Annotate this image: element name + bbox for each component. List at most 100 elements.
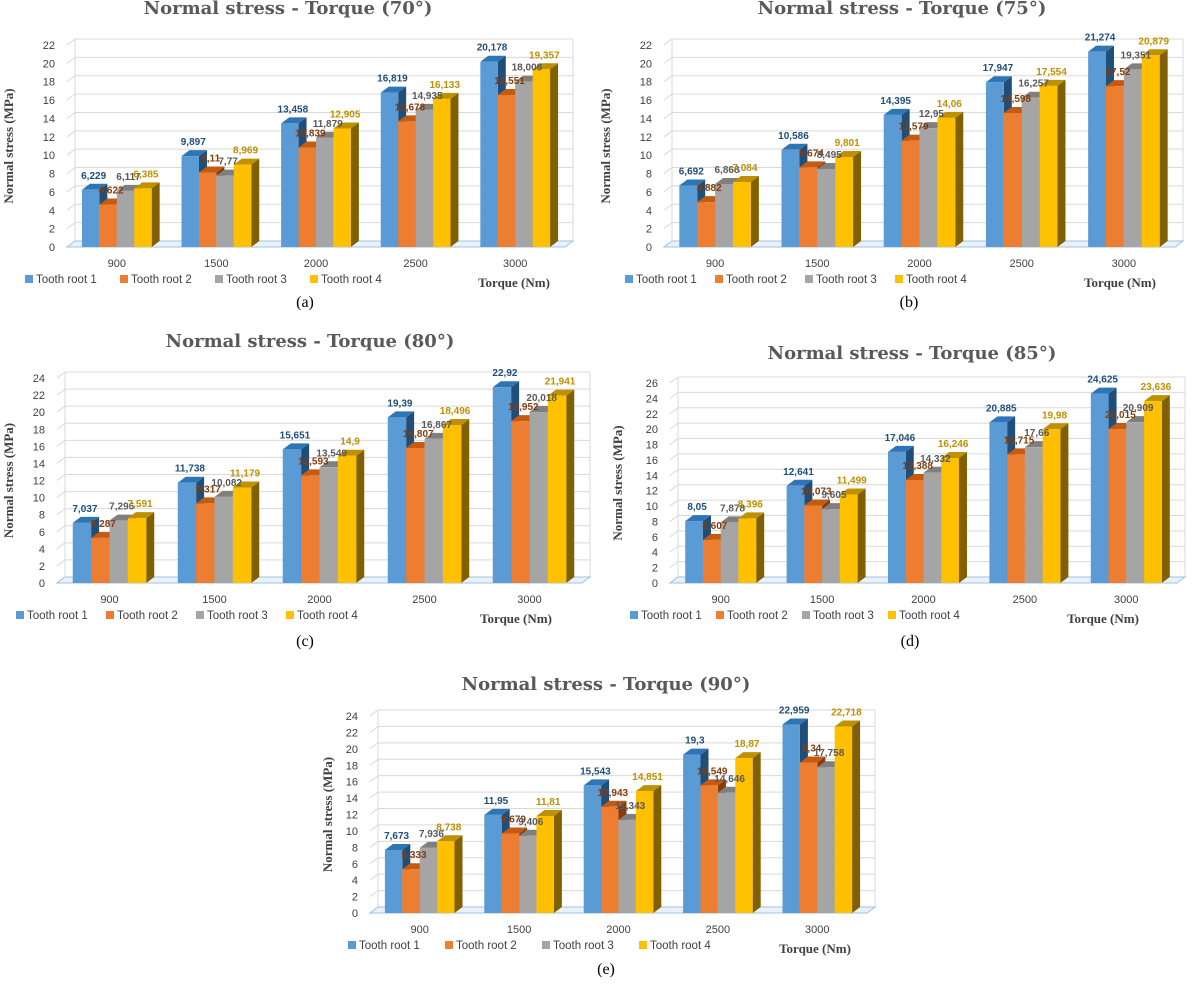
y-tick-label: 12 [43, 132, 55, 144]
x-tick-label: 1500 [204, 258, 228, 270]
data-label: 14,646 [714, 774, 745, 785]
x-axis-label: Torque (Nm) [1084, 275, 1156, 290]
y-tick-label: 8 [646, 169, 652, 181]
legend-label: Tooth root 3 [816, 274, 877, 286]
bar-side [1159, 49, 1168, 248]
legend-label: Tooth root 2 [726, 274, 787, 286]
x-tick-label: 900 [712, 594, 730, 606]
data-label: 17,554 [1036, 67, 1067, 78]
bar [635, 791, 654, 913]
bar [511, 421, 530, 583]
bar-top [198, 166, 225, 173]
bar [1123, 69, 1142, 248]
bar [685, 521, 703, 583]
data-label: 15,807 [403, 429, 434, 440]
bar-top [635, 785, 662, 792]
y-tick-label: 8 [39, 510, 45, 522]
bar [177, 482, 197, 583]
y-tick-label: 16 [33, 441, 45, 453]
data-label: 11,179 [230, 469, 260, 480]
data-label: 7,084 [732, 163, 757, 174]
bar-top [181, 150, 207, 157]
data-label: 7,591 [128, 499, 153, 510]
bar-top [583, 779, 610, 786]
bar [198, 172, 217, 247]
data-label: 11,738 [175, 464, 205, 475]
gridline-side [669, 438, 679, 445]
bar-top [281, 117, 307, 124]
x-axis-label: Torque (Nm) [478, 275, 550, 290]
data-label: 7,673 [384, 831, 409, 842]
bar-top [233, 158, 260, 165]
bar [834, 726, 853, 913]
bar [697, 202, 716, 247]
y-tick-label: 6 [49, 187, 55, 199]
bar-top [433, 92, 459, 99]
data-label: 18,87 [734, 739, 759, 750]
legend-label: Tooth root 3 [813, 610, 874, 622]
x-tick-label: 1500 [507, 924, 531, 936]
gridline-side [369, 758, 379, 766]
data-label: 7,878 [720, 503, 745, 514]
bar-top [1039, 79, 1066, 86]
legend-swatch [888, 611, 896, 619]
data-label: 8,738 [436, 822, 461, 833]
data-label: 10,839 [295, 128, 326, 139]
data-label: 15,549 [697, 766, 728, 777]
legend-label: Tooth root 4 [297, 610, 358, 622]
bar-side [852, 720, 861, 913]
x-tick-label: 1500 [805, 258, 829, 270]
y-tick-label: 0 [646, 242, 652, 254]
bar [316, 137, 334, 247]
bar [233, 164, 252, 247]
gridline-side [56, 559, 66, 567]
bar [519, 835, 537, 913]
bar-top [834, 720, 861, 727]
data-label: 16,257 [1018, 79, 1049, 90]
data-label: 8,495 [817, 150, 842, 161]
bar [134, 188, 152, 247]
bar [720, 522, 739, 583]
bar-top [177, 476, 205, 483]
y-tick-label: 2 [652, 563, 658, 575]
bar-top [282, 443, 310, 450]
y-tick-label: 10 [43, 150, 55, 162]
bar [281, 123, 299, 247]
bar-side [146, 512, 155, 583]
bar [799, 762, 818, 913]
bar [781, 149, 800, 247]
y-tick-label: 22 [646, 409, 658, 421]
bar [398, 121, 416, 247]
gridline-side [369, 808, 379, 815]
y-tick-label: 6 [646, 187, 652, 199]
data-label: 16,819 [377, 74, 408, 85]
legend-swatch [215, 275, 223, 283]
gridline-side [663, 148, 673, 156]
gridline-side [56, 525, 66, 533]
y-tick-label: 10 [646, 501, 658, 513]
data-label: 14,395 [880, 96, 911, 107]
bar-top [985, 76, 1012, 83]
data-label: 14,598 [1000, 94, 1031, 105]
bar [700, 785, 718, 913]
bar-top [835, 151, 862, 158]
bar [402, 869, 420, 913]
data-label: 19,357 [529, 50, 560, 61]
bar-side [958, 452, 967, 583]
x-tick-label: 1500 [202, 594, 226, 606]
data-label: 18,008 [512, 63, 543, 74]
bar-top [786, 479, 813, 486]
data-label: 12,593 [298, 456, 329, 467]
x-axis-label: Torque (Nm) [480, 611, 552, 626]
bar [216, 175, 234, 247]
x-tick-label: 2500 [1013, 594, 1037, 606]
data-label: 9,605 [821, 490, 846, 501]
bar [99, 204, 117, 247]
y-tick-label: 16 [346, 777, 358, 789]
y-tick-label: 12 [346, 810, 358, 822]
data-label: 16,246 [938, 439, 969, 450]
x-tick-label: 2500 [403, 258, 427, 270]
y-tick-label: 18 [646, 440, 658, 452]
legend-label: Tooth root 1 [636, 274, 697, 286]
data-label: 6,117 [116, 172, 141, 183]
